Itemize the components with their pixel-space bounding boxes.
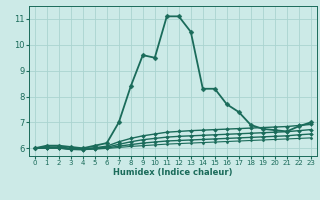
X-axis label: Humidex (Indice chaleur): Humidex (Indice chaleur) xyxy=(113,168,233,177)
